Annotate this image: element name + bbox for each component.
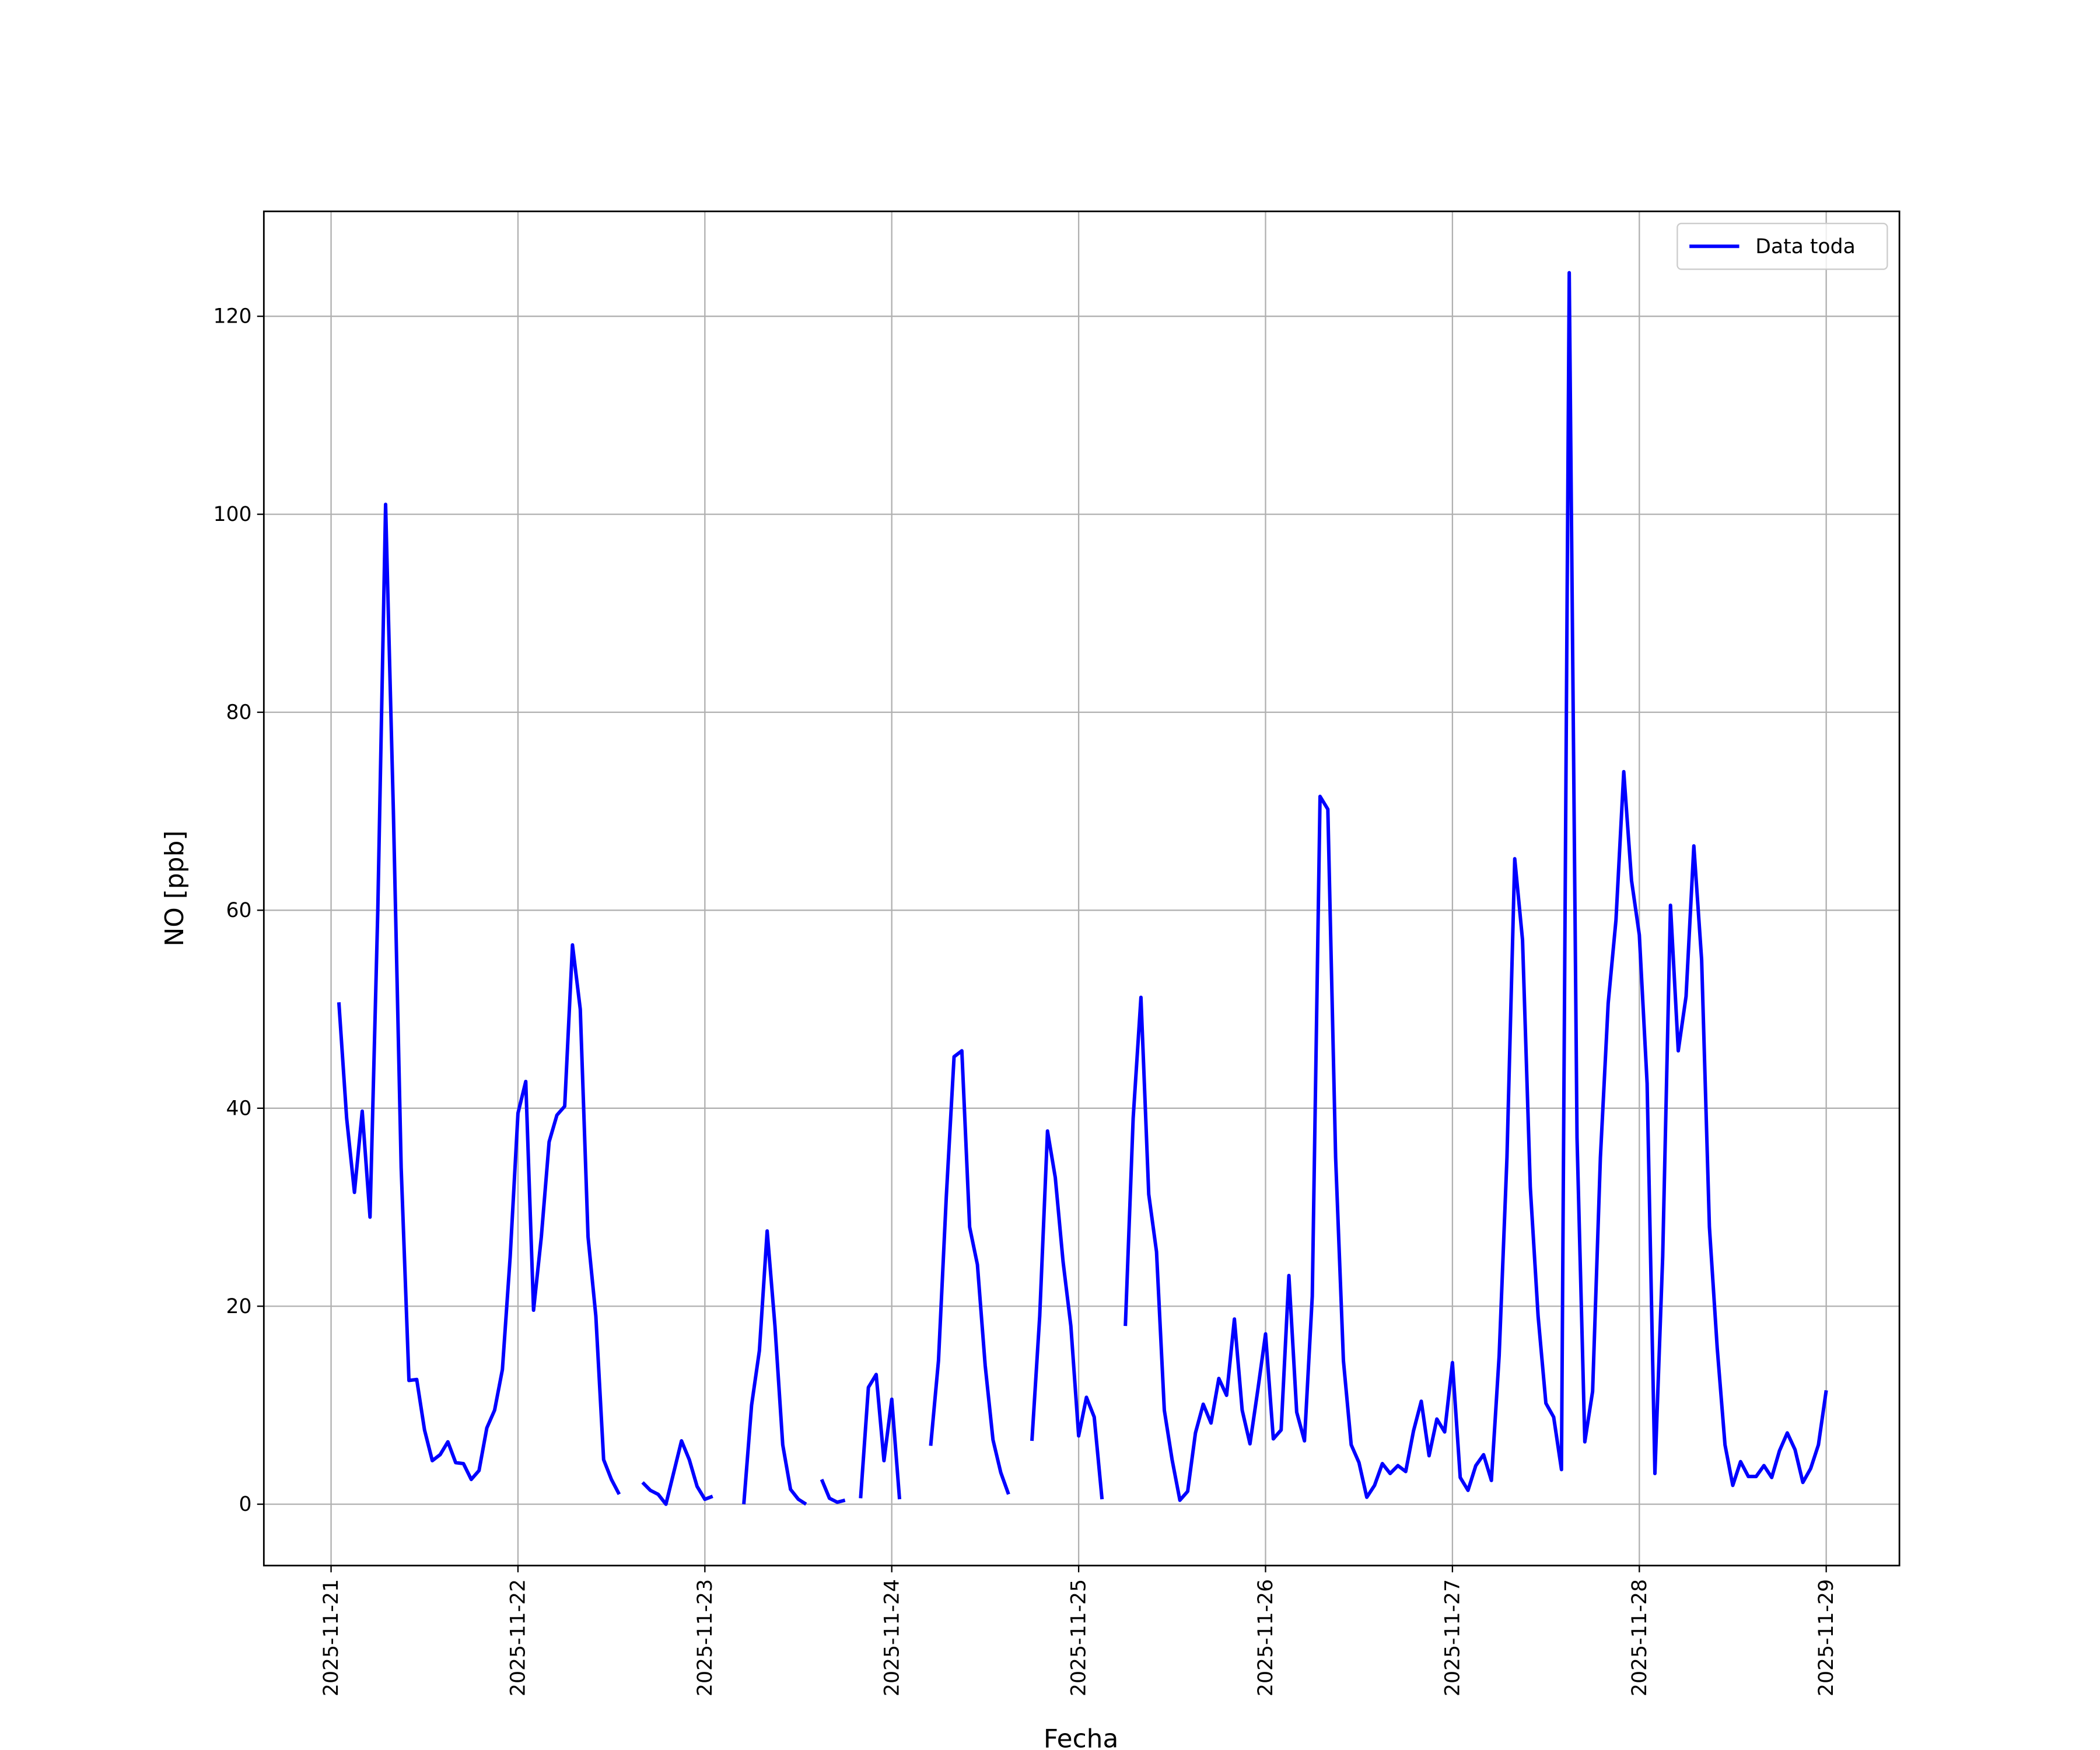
y-tick-label: 80 (226, 701, 251, 724)
x-tick-label: 2025-11-28 (1628, 1579, 1651, 1696)
y-tick-label: 60 (226, 899, 251, 922)
x-tick-label: 2025-11-27 (1441, 1579, 1464, 1696)
x-tick-label: 2025-11-24 (880, 1579, 904, 1696)
legend-label: Data toda (1755, 235, 1856, 258)
ticks: 0 20 40 60 80 100 120 2025-11-21 2025-11-22 2025-… (213, 305, 1838, 1696)
y-tick-label: 100 (213, 503, 251, 526)
x-tick-label: 2025-11-21 (320, 1579, 343, 1696)
y-tick-label: 20 (226, 1295, 251, 1318)
y-tick-label: 0 (239, 1493, 252, 1516)
x-tick-label: 2025-11-23 (694, 1579, 717, 1696)
y-tick-label: 40 (226, 1097, 251, 1120)
x-tick-label: 2025-11-22 (506, 1579, 530, 1696)
legend-box (1676, 222, 1888, 270)
x-tick-label: 2025-11-29 (1815, 1579, 1838, 1696)
x-tick-label: 2025-11-25 (1068, 1579, 1091, 1696)
plot-area (337, 271, 1828, 1506)
grid (264, 211, 1900, 1566)
y-axis-label: NO [ppb] (160, 831, 190, 947)
legend: Data toda (1676, 222, 1888, 270)
data-line (337, 271, 1828, 1506)
axes-frame (262, 210, 1901, 1567)
x-axis-label: Fecha (1044, 1724, 1119, 1750)
x-tick-label: 2025-11-26 (1254, 1579, 1278, 1696)
y-tick-label: 120 (213, 305, 251, 328)
